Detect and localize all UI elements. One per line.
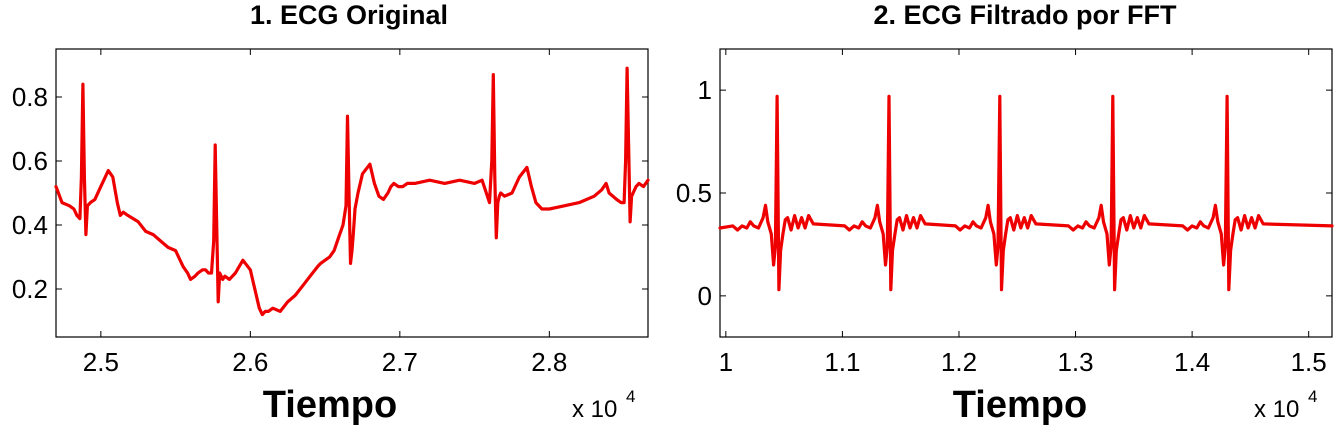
x-ticks: 1 1.1 1.2 1.3 1.4 1.5 [719,49,1327,377]
y-tick-label: 0.5 [676,178,712,208]
y-tick-label: 0 [698,281,712,311]
x-tick-label: 1 [719,347,733,377]
ecg-original-line [54,66,650,317]
chart-title: 1. ECG Original [250,0,448,30]
y-tick-label: 0.2 [12,274,48,304]
x-tick-label: 2.6 [232,347,268,377]
ecg-filtered-line [718,94,1334,292]
x-tick-label: 2.5 [83,347,119,377]
chart-filtered-ecg: 2. ECG Filtrado por FFT 1 1.1 1.2 1.3 1.4 1.5… [676,0,1334,426]
x-axis-multiplier: x 10 [572,396,617,423]
x-tick-label: 1.5 [1291,347,1327,377]
y-tick-label: 1 [698,75,712,105]
x-tick-label: 1.1 [824,347,860,377]
x-ticks: 2.5 2.6 2.7 2.8 [83,49,567,377]
x-axis-multiplier-exponent: 4 [626,387,635,406]
y-ticks: 00.51 [676,75,1332,311]
x-tick-label: 2.7 [382,347,418,377]
x-tick-label: 1.2 [941,347,977,377]
chart-title: 2. ECG Filtrado por FFT [874,0,1178,30]
x-axis-multiplier-exponent: 4 [1308,387,1317,406]
plot-frame [55,48,649,338]
x-tick-label: 2.8 [531,347,567,377]
x-tick-label: 1.4 [1174,347,1210,377]
y-tick-label: 0.8 [12,82,48,112]
y-ticks: 0.2 0.4 0.6 0.8 [12,82,648,304]
y-tick-label: 0.4 [12,210,48,240]
chart-original-ecg: 1. ECG Original 2.5 2.6 2.7 2.8 0.20.40.60.… [12,0,650,426]
x-tick-label: 1.3 [1057,347,1093,377]
y-tick-label: 0.6 [12,146,48,176]
x-axis-multiplier: x 10 [1254,396,1299,423]
x-axis-label: Tiempo [263,384,397,426]
x-axis-label: Tiempo [953,384,1087,426]
plot-frame [719,48,1333,338]
